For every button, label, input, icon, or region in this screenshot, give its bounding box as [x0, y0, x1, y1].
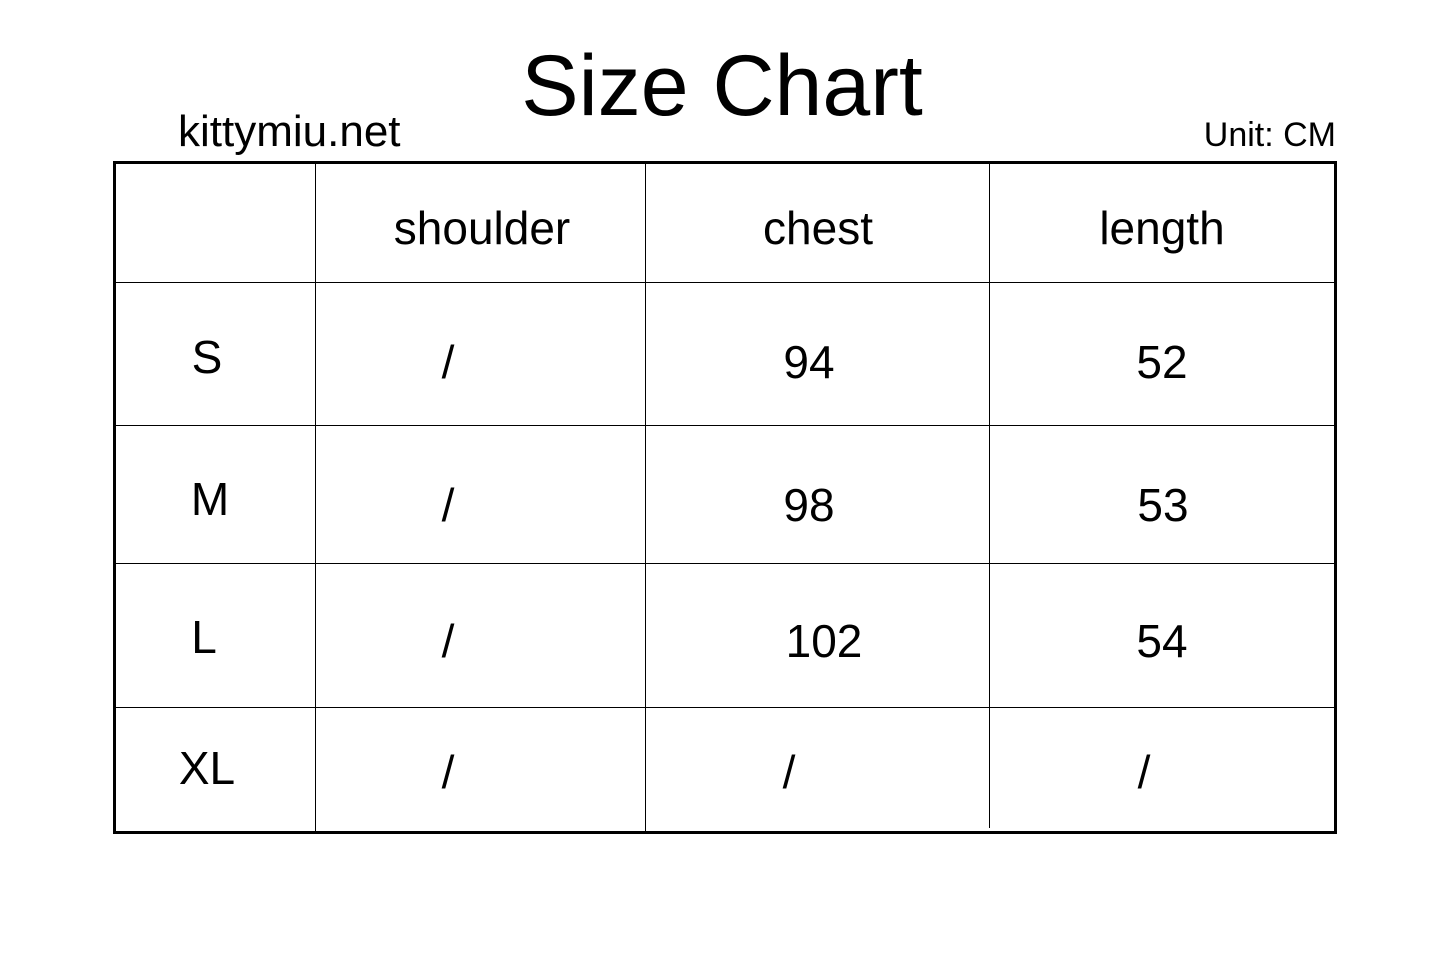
shoulder-value: / — [441, 746, 455, 798]
length-value: 54 — [1136, 615, 1188, 667]
chest-value: 94 — [783, 336, 835, 388]
length-value: / — [1137, 746, 1151, 798]
length-value: 53 — [1137, 479, 1189, 531]
header-chest: chest — [763, 202, 873, 254]
shoulder-value: / — [441, 336, 455, 388]
size-table — [113, 161, 1337, 834]
column-divider — [989, 164, 990, 828]
size-label: M — [190, 473, 230, 525]
shoulder-value: / — [441, 479, 455, 531]
header-length: length — [1099, 202, 1225, 254]
page-title: Size Chart — [521, 38, 923, 134]
column-divider — [645, 164, 646, 831]
row-divider — [116, 282, 1334, 283]
row-divider — [116, 707, 1334, 708]
site-name: kittymiu.net — [178, 107, 401, 156]
chest-value: 98 — [783, 479, 835, 531]
size-label: S — [191, 331, 223, 383]
row-divider — [116, 563, 1334, 564]
row-divider — [116, 425, 1334, 426]
size-label: XL — [178, 742, 236, 794]
shoulder-value: / — [441, 615, 455, 667]
column-divider — [315, 164, 316, 831]
header-shoulder: shoulder — [393, 202, 571, 254]
chest-value: 102 — [785, 615, 863, 667]
chest-value: / — [782, 746, 796, 798]
unit-label: Unit: CM — [1203, 116, 1336, 154]
size-label: L — [191, 611, 217, 663]
length-value: 52 — [1136, 336, 1188, 388]
